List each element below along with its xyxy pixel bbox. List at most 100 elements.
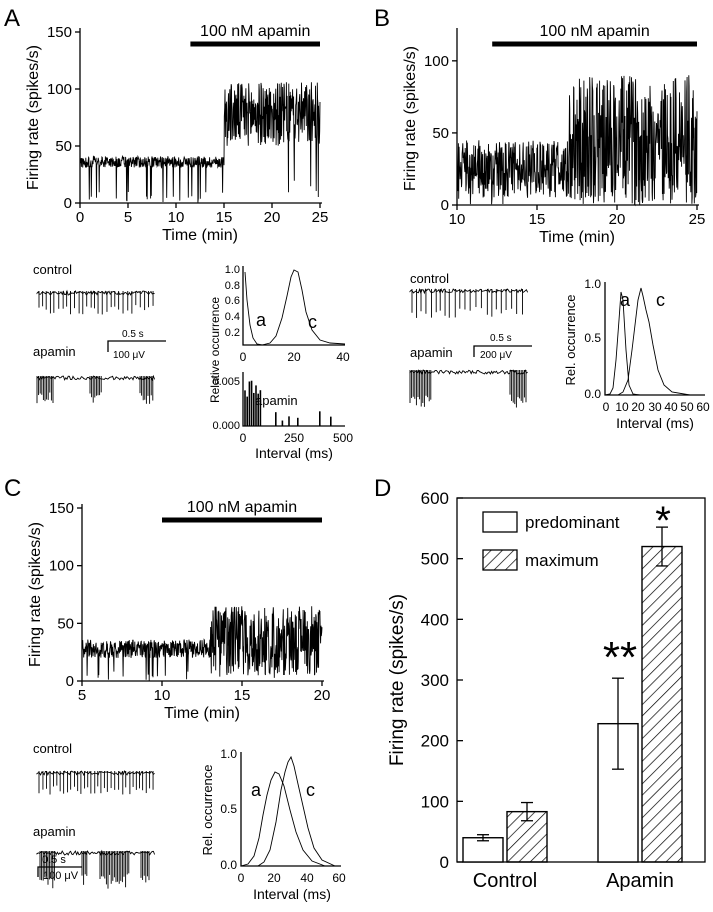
trace-label-control-b: control [410,271,449,286]
panel-c-ylabel: Firing rate (spikes/s) [27,522,44,667]
hist-b-label-a: a [620,290,631,310]
panel-a-xtick-label: 0 [76,209,84,226]
scale-time-a: 0.5 s [122,329,144,340]
svg-text:0.000: 0.000 [212,420,240,432]
panel-d: D 0 100 200 300 400 500 600 Firing rate (spikes… [374,475,706,892]
hist-b-xticks: 0 10 20 30 40 50 60 [603,400,710,414]
panel-a-traces: control apamin 0.5 s 100 μV [33,262,166,404]
svg-text:500: 500 [333,431,353,445]
panel-c-rate-trace [81,606,323,681]
panel-c-xtick-label: 15 [234,687,251,704]
hist-b-curve-c [617,287,691,396]
panel-b-xtick-label: 25 [689,211,706,228]
scale-bar-a [107,340,166,352]
svg-text:0.5: 0.5 [220,802,237,816]
panel-c: C 5 10 15 20 0 50 100 150 Time (min) Firing rate … [4,475,346,902]
panel-c-xtick-label: 20 [314,687,331,704]
svg-text:10: 10 [615,400,629,414]
hist-c-curve-c [257,755,336,867]
svg-text:0.0: 0.0 [220,858,237,872]
panel-a-xtick-label: 15 [216,209,233,226]
trace-label-apamin-a: apamin [33,344,76,359]
svg-text:0.4: 0.4 [225,311,240,323]
svg-text:0: 0 [603,400,610,414]
panel-c-treatment-label: 100 nM apamin [187,499,297,516]
svg-text:0.6: 0.6 [225,295,240,307]
noise [36,374,156,382]
hist-c-label-c: c [306,780,315,800]
panel-b-ylabel: Firing rate (spikes/s) [402,46,419,191]
hist-a-top-axes [242,266,345,346]
panel-d-significance-double: ** [603,633,637,682]
panel-c-time-plot: 5 10 15 20 0 50 100 150 Time (min) Firing rate (s… [27,499,330,722]
panel-a-ytick-label: 100 [47,81,72,98]
panel-a-xtick-label: 20 [264,209,281,226]
svg-text:0.5: 0.5 [584,331,601,345]
hist-c-label-a: a [251,780,262,800]
panel-d-legend-swatch-predominant [482,511,518,533]
panel-letter-b: B [374,5,390,32]
panel-b-treatment-label: 100 nM apamin [539,23,649,40]
hist-b-ylabel: Rel. occurrence [563,294,578,385]
hist-c-yticks: 1.0 0.5 0.0 [220,747,237,872]
panel-c-ytick-label: 100 [49,558,74,575]
panel-d-category-label: Control [473,870,537,892]
scale-bar-c [37,866,82,877]
panel-b-xtick-label: 10 [449,211,466,228]
svg-text:0.2: 0.2 [225,327,240,339]
panel-a-ytick-label: 50 [55,138,72,155]
panel-a-treatment-label: 100 nM apamin [200,23,310,40]
scale-amp-a: 100 μV [113,350,145,361]
noise [409,369,528,375]
scale-time-b: 0.5 s [490,333,512,344]
panel-c-ytick-label: 0 [66,673,74,690]
hist-b-label-c: c [656,290,665,310]
trace-label-control-c: control [33,741,72,756]
panel-d-legend-label-maximum: maximum [525,551,599,570]
panel-b-time-plot: 10 15 20 25 0 50 100 Time (min) Firing rate (spi… [402,23,705,246]
svg-text:20: 20 [631,400,645,414]
svg-text:0.8: 0.8 [225,280,240,292]
panel-c-xtick-label: 5 [78,687,86,704]
trace-control-a [36,289,155,315]
panel-d-legend-swatch-maximum [482,549,518,571]
panel-d-ytick-label: 100 [421,792,449,811]
svg-text:60: 60 [696,400,710,414]
panel-a-xtick-label: 25 [312,209,329,226]
panel-a-time-plot: 0 5 10 15 20 25 0 50 100 150 Time (min) Firing rate… [25,23,328,244]
noise [409,287,529,295]
svg-text:0.0: 0.0 [584,387,601,401]
panel-c-ytick-label: 150 [49,500,74,517]
panel-a-xtick-label: 5 [124,209,132,226]
panel-b-ytick-label: 100 [424,53,449,70]
panel-b-traces: control apamin 0.5 s 200 μV [409,271,532,408]
hist-b-yticks: 1.0 0.5 0.0 [584,277,601,401]
hist-c-xticks: 0 20 40 60 [238,871,346,885]
svg-text:250: 250 [284,431,304,445]
panel-a-xtick-label: 10 [168,209,185,226]
svg-text:0: 0 [240,431,247,445]
panel-b-rate-trace [456,75,698,207]
panel-b-xlabel: Time (min) [539,229,615,246]
panel-c-traces: control apamin 0.5 s 100 μV [33,741,156,889]
panel-a-histogram: a c 1.0 0.8 0.6 0.4 0.2 0 20 40 apamin 0… [208,264,353,461]
panel-letter-d: D [374,475,391,502]
scale-amp-c: 100 μV [43,870,79,882]
hist-a-label-apamin: apamin [255,393,298,408]
hist-b-curve-a [604,291,641,396]
svg-text:60: 60 [332,871,346,885]
noise [36,849,156,856]
trace-label-control-a: control [33,262,72,277]
hist-c-curve-a [240,771,326,867]
trace-apamin-c [36,849,156,889]
hist-a-top-xticks: 0 20 40 [240,350,350,364]
panel-d-bar-chart: 0 100 200 300 400 500 600 Firing rate (spikes/s… [387,489,706,892]
panel-b-ytick-label: 0 [441,197,449,214]
hist-a-bottom-xticks: 0 250 500 [240,431,354,445]
hist-a-bottom-bars [244,380,332,426]
scale-amp-b: 200 μV [480,350,512,361]
panel-d-ytick-label: 600 [421,489,449,508]
svg-text:0: 0 [240,350,247,364]
